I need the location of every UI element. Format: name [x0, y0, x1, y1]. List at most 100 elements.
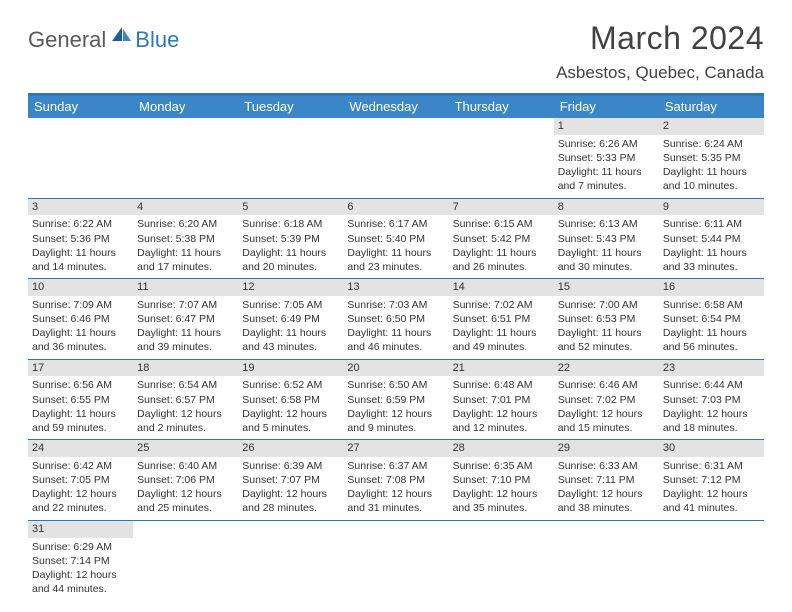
day-cell: 25Sunrise: 6:40 AMSunset: 7:06 PMDayligh…: [133, 440, 238, 520]
sunset: Sunset: 6:50 PM: [347, 312, 444, 326]
day-body: Sunrise: 7:05 AMSunset: 6:49 PMDaylight:…: [238, 296, 343, 359]
sunrise: Sunrise: 6:39 AM: [242, 459, 339, 473]
sunrise: Sunrise: 6:58 AM: [663, 298, 760, 312]
daylight: Daylight: 11 hours and 17 minutes.: [137, 246, 234, 274]
day-cell: 8Sunrise: 6:13 AMSunset: 5:43 PMDaylight…: [554, 199, 659, 279]
day-body: Sunrise: 6:58 AMSunset: 6:54 PMDaylight:…: [659, 296, 764, 359]
week-row: 24Sunrise: 6:42 AMSunset: 7:05 PMDayligh…: [28, 440, 764, 521]
daylight: Daylight: 12 hours and 28 minutes.: [242, 487, 339, 515]
sunset: Sunset: 6:47 PM: [137, 312, 234, 326]
week-row: 17Sunrise: 6:56 AMSunset: 6:55 PMDayligh…: [28, 360, 764, 441]
sunset: Sunset: 5:39 PM: [242, 232, 339, 246]
day-cell: [28, 118, 133, 198]
sunrise: Sunrise: 6:20 AM: [137, 217, 234, 231]
day-number: 8: [554, 199, 659, 216]
sunrise: Sunrise: 7:09 AM: [32, 298, 129, 312]
day-body: Sunrise: 6:56 AMSunset: 6:55 PMDaylight:…: [28, 376, 133, 439]
day-number: 17: [28, 360, 133, 377]
day-body: Sunrise: 6:18 AMSunset: 5:39 PMDaylight:…: [238, 215, 343, 278]
sunrise: Sunrise: 6:33 AM: [558, 459, 655, 473]
weekday-sun: Sunday: [28, 96, 133, 118]
day-cell: 2Sunrise: 6:24 AMSunset: 5:35 PMDaylight…: [659, 118, 764, 198]
day-body: Sunrise: 6:11 AMSunset: 5:44 PMDaylight:…: [659, 215, 764, 278]
day-number: [343, 521, 448, 538]
sail-icon: [111, 26, 133, 49]
sunrise: Sunrise: 7:00 AM: [558, 298, 655, 312]
day-number: [449, 118, 554, 135]
sunset: Sunset: 7:11 PM: [558, 473, 655, 487]
sunrise: Sunrise: 6:35 AM: [453, 459, 550, 473]
sunset: Sunset: 5:44 PM: [663, 232, 760, 246]
sunrise: Sunrise: 6:52 AM: [242, 378, 339, 392]
day-body: Sunrise: 6:54 AMSunset: 6:57 PMDaylight:…: [133, 376, 238, 439]
logo-text-blue: Blue: [135, 27, 179, 53]
daylight: Daylight: 11 hours and 43 minutes.: [242, 326, 339, 354]
daylight: Daylight: 11 hours and 46 minutes.: [347, 326, 444, 354]
sunset: Sunset: 6:49 PM: [242, 312, 339, 326]
day-body: Sunrise: 6:29 AMSunset: 7:14 PMDaylight:…: [28, 538, 133, 601]
daylight: Daylight: 11 hours and 33 minutes.: [663, 246, 760, 274]
daylight: Daylight: 11 hours and 36 minutes.: [32, 326, 129, 354]
weeks-container: 1Sunrise: 6:26 AMSunset: 5:33 PMDaylight…: [28, 118, 764, 600]
day-cell: [238, 118, 343, 198]
logo: General Blue: [28, 26, 179, 53]
daylight: Daylight: 11 hours and 56 minutes.: [663, 326, 760, 354]
day-number: [28, 118, 133, 135]
week-row: 3Sunrise: 6:22 AMSunset: 5:36 PMDaylight…: [28, 199, 764, 280]
sunrise: Sunrise: 7:02 AM: [453, 298, 550, 312]
sunrise: Sunrise: 6:24 AM: [663, 137, 760, 151]
day-number: [133, 118, 238, 135]
day-cell: [133, 521, 238, 601]
sunset: Sunset: 5:35 PM: [663, 151, 760, 165]
sunrise: Sunrise: 6:18 AM: [242, 217, 339, 231]
sunset: Sunset: 7:05 PM: [32, 473, 129, 487]
daylight: Daylight: 12 hours and 22 minutes.: [32, 487, 129, 515]
day-body: Sunrise: 6:22 AMSunset: 5:36 PMDaylight:…: [28, 215, 133, 278]
day-cell: 3Sunrise: 6:22 AMSunset: 5:36 PMDaylight…: [28, 199, 133, 279]
sunset: Sunset: 7:01 PM: [453, 393, 550, 407]
daylight: Daylight: 11 hours and 26 minutes.: [453, 246, 550, 274]
daylight: Daylight: 12 hours and 31 minutes.: [347, 487, 444, 515]
day-body: Sunrise: 6:24 AMSunset: 5:35 PMDaylight:…: [659, 135, 764, 198]
day-number: 1: [554, 118, 659, 135]
day-cell: 9Sunrise: 6:11 AMSunset: 5:44 PMDaylight…: [659, 199, 764, 279]
sunrise: Sunrise: 6:26 AM: [558, 137, 655, 151]
day-number: 15: [554, 279, 659, 296]
day-number: 9: [659, 199, 764, 216]
day-number: 21: [449, 360, 554, 377]
sunset: Sunset: 7:02 PM: [558, 393, 655, 407]
day-body: Sunrise: 6:37 AMSunset: 7:08 PMDaylight:…: [343, 457, 448, 520]
daylight: Daylight: 12 hours and 35 minutes.: [453, 487, 550, 515]
sunrise: Sunrise: 6:11 AM: [663, 217, 760, 231]
sunset: Sunset: 5:36 PM: [32, 232, 129, 246]
sunrise: Sunrise: 7:03 AM: [347, 298, 444, 312]
day-cell: 10Sunrise: 7:09 AMSunset: 6:46 PMDayligh…: [28, 279, 133, 359]
sunset: Sunset: 5:38 PM: [137, 232, 234, 246]
day-number: 24: [28, 440, 133, 457]
daylight: Daylight: 12 hours and 5 minutes.: [242, 407, 339, 435]
sunset: Sunset: 7:08 PM: [347, 473, 444, 487]
title-block: March 2024 Asbestos, Quebec, Canada: [556, 20, 764, 83]
daylight: Daylight: 12 hours and 18 minutes.: [663, 407, 760, 435]
day-number: 26: [238, 440, 343, 457]
daylight: Daylight: 12 hours and 44 minutes.: [32, 568, 129, 596]
day-body: Sunrise: 6:35 AMSunset: 7:10 PMDaylight:…: [449, 457, 554, 520]
week-row: 31Sunrise: 6:29 AMSunset: 7:14 PMDayligh…: [28, 521, 764, 601]
daylight: Daylight: 12 hours and 38 minutes.: [558, 487, 655, 515]
day-number: 19: [238, 360, 343, 377]
sunset: Sunset: 5:40 PM: [347, 232, 444, 246]
sunset: Sunset: 5:43 PM: [558, 232, 655, 246]
day-cell: [659, 521, 764, 601]
day-body: Sunrise: 6:33 AMSunset: 7:11 PMDaylight:…: [554, 457, 659, 520]
day-number: 4: [133, 199, 238, 216]
day-cell: [449, 521, 554, 601]
day-cell: 24Sunrise: 6:42 AMSunset: 7:05 PMDayligh…: [28, 440, 133, 520]
daylight: Daylight: 11 hours and 30 minutes.: [558, 246, 655, 274]
day-body: Sunrise: 7:09 AMSunset: 6:46 PMDaylight:…: [28, 296, 133, 359]
day-cell: [133, 118, 238, 198]
daylight: Daylight: 11 hours and 23 minutes.: [347, 246, 444, 274]
location: Asbestos, Quebec, Canada: [556, 63, 764, 83]
weekday-fri: Friday: [554, 96, 659, 118]
sunrise: Sunrise: 6:22 AM: [32, 217, 129, 231]
day-number: [659, 521, 764, 538]
